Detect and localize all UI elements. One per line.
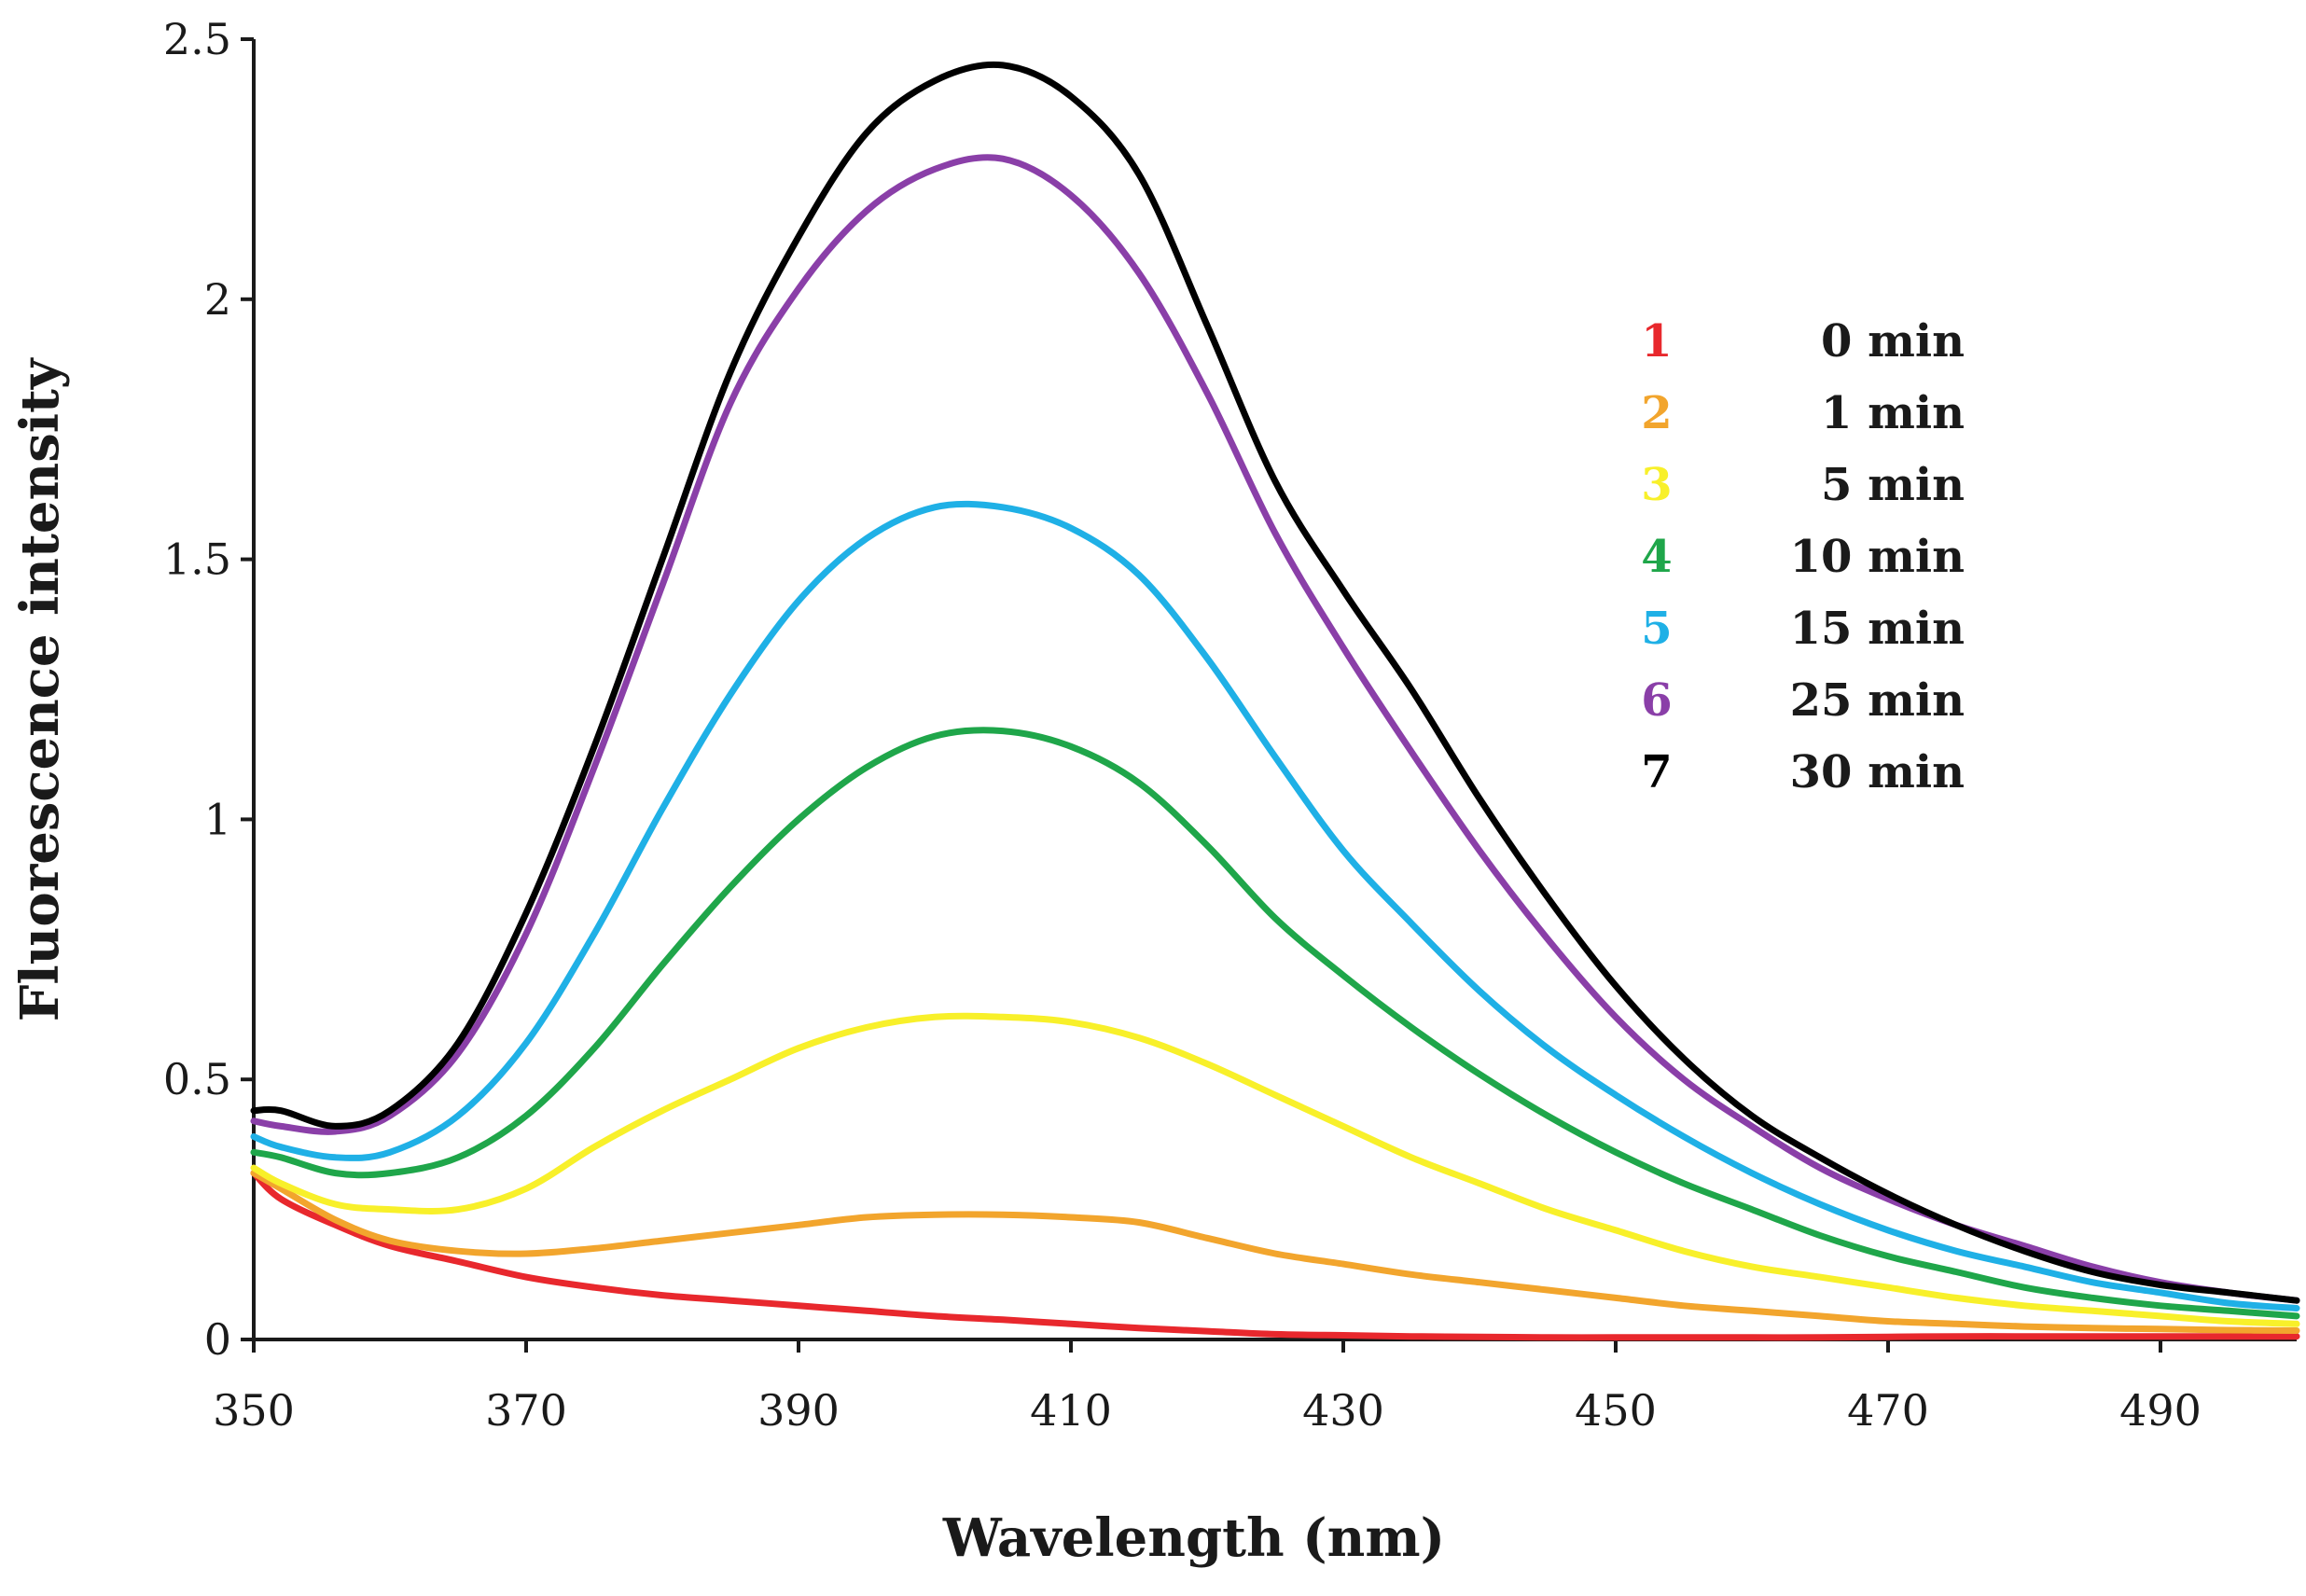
y-ticks: 0 0.5 1 1.5 2 2.5 xyxy=(163,14,254,1365)
x-tick-label: 350 xyxy=(213,1385,295,1436)
x-tick-label: 370 xyxy=(485,1385,567,1436)
x-tick-label: 410 xyxy=(1030,1385,1112,1436)
legend-number: 3 xyxy=(1641,459,1672,511)
x-tick-label: 450 xyxy=(1575,1385,1657,1436)
legend-label: 1 min xyxy=(1821,387,1965,439)
legend-number: 6 xyxy=(1641,674,1672,727)
y-axis-title: Fluorescence intensity xyxy=(9,357,71,1021)
series-line-15-min xyxy=(250,500,2300,1311)
legend-label: 0 min xyxy=(1821,315,1965,368)
y-tick-label: 0.5 xyxy=(163,1054,231,1104)
axes-layer xyxy=(252,39,2297,1341)
legend-label: 10 min xyxy=(1790,531,1965,583)
y-tick-label: 1 xyxy=(204,794,231,844)
series-line-0-min xyxy=(250,1170,2300,1341)
series-line-1-min xyxy=(250,1170,2300,1334)
legend-number: 1 xyxy=(1641,315,1672,368)
legend-number: 2 xyxy=(1641,387,1672,439)
y-tick-label: 2.5 xyxy=(163,14,231,64)
x-tick-label: 470 xyxy=(1847,1385,1929,1436)
series-line-10-min xyxy=(250,727,2300,1320)
series-layer xyxy=(250,61,2300,1341)
legend-label: 25 min xyxy=(1790,674,1965,727)
legend-label: 5 min xyxy=(1821,459,1965,511)
x-tick-label: 390 xyxy=(757,1385,840,1436)
legend-number: 5 xyxy=(1641,603,1672,655)
x-tick-label: 490 xyxy=(2119,1385,2202,1436)
x-tick-label: 430 xyxy=(1302,1385,1384,1436)
legend-label: 15 min xyxy=(1790,603,1965,655)
legend-number: 7 xyxy=(1641,746,1672,798)
series-line-30-min xyxy=(250,61,2300,1304)
legend-number: 4 xyxy=(1641,531,1672,583)
y-tick-label: 0 xyxy=(204,1314,231,1365)
series-line-5-min xyxy=(250,1012,2300,1327)
x-axis-title: Wavelength (nm) xyxy=(942,1507,1445,1569)
legend-label: 30 min xyxy=(1790,746,1965,798)
x-ticks: 350 370 390 410 430 450 470 490 xyxy=(213,1339,2202,1436)
series-line-25-min xyxy=(250,154,2300,1304)
y-tick-label: 2 xyxy=(204,274,231,325)
y-tick-label: 1.5 xyxy=(163,534,231,585)
